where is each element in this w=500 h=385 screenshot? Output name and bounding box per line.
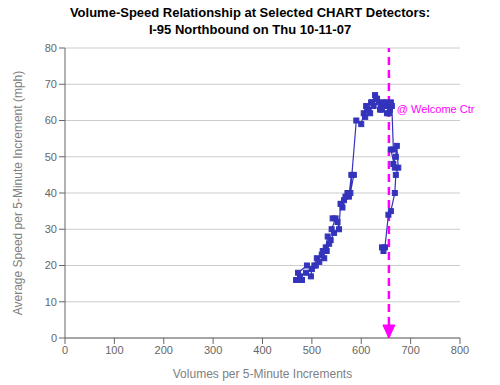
svg-text:700: 700 xyxy=(401,344,419,356)
svg-text:80: 80 xyxy=(45,42,57,54)
svg-text:600: 600 xyxy=(352,344,370,356)
html-text:I-95 Northbound on Thu 10-11-0: I-95 Northbound on Thu 10-11-07 xyxy=(148,22,352,37)
svg-text:400: 400 xyxy=(253,344,271,356)
svg-text:200: 200 xyxy=(155,344,173,356)
svg-text:20: 20 xyxy=(45,259,57,271)
svg-text:800: 800 xyxy=(451,344,469,356)
svg-text:70: 70 xyxy=(45,78,57,90)
svg-text:40: 40 xyxy=(45,187,57,199)
svg-text:Volumes per 5-Minute Increment: Volumes per 5-Minute Increments xyxy=(173,367,352,381)
svg-text:@ Welcome Ctr: @ Welcome Ctr xyxy=(397,103,475,115)
svg-text:300: 300 xyxy=(204,344,222,356)
html-text:Volume-Speed Relationship at S: Volume-Speed Relationship at Selected CH… xyxy=(69,5,431,20)
svg-text:Average Speed per 5-Minute Inc: Average Speed per 5-Minute Increment (mp… xyxy=(11,71,25,316)
svg-text:10: 10 xyxy=(45,296,57,308)
svg-text:50: 50 xyxy=(45,151,57,163)
svg-text:500: 500 xyxy=(303,344,321,356)
svg-text:100: 100 xyxy=(105,344,123,356)
svg-text:60: 60 xyxy=(45,114,57,126)
svg-text:0: 0 xyxy=(51,332,57,344)
svg-text:30: 30 xyxy=(45,223,57,235)
svg-text:0: 0 xyxy=(62,344,68,356)
